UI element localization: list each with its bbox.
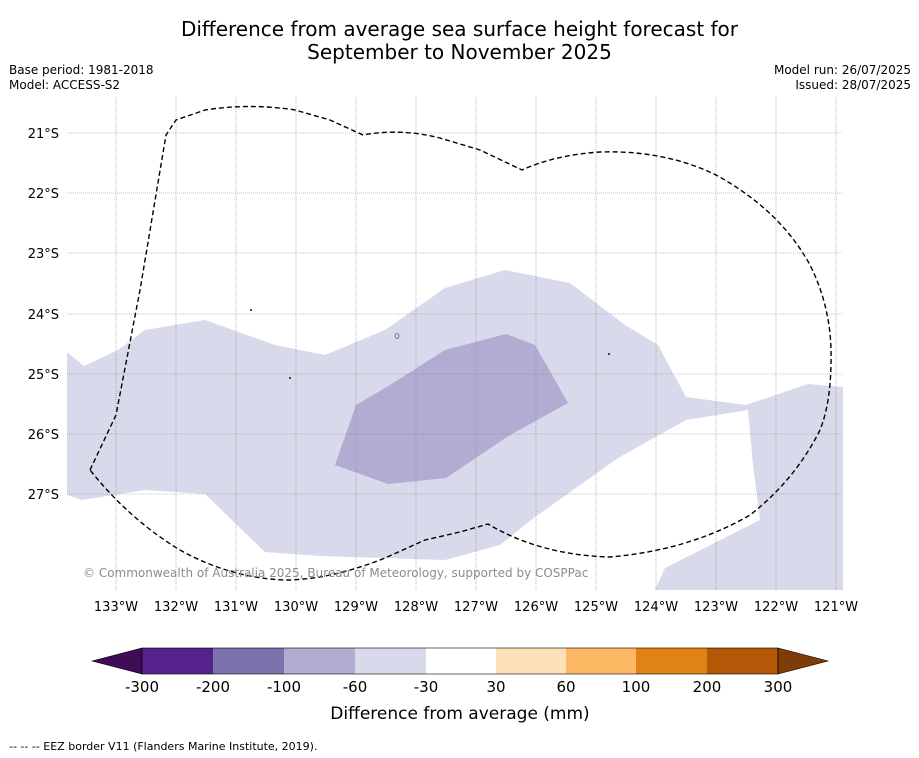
colorbar-tick-label: -300: [125, 678, 159, 696]
lat-label: 24°S: [28, 308, 59, 323]
lat-label: 23°S: [28, 247, 59, 262]
lon-label: 127°W: [454, 600, 498, 615]
lon-label: 130°W: [274, 600, 318, 615]
colorbar-tick-label: -30: [414, 678, 439, 696]
longitude-gridlines: [115, 97, 837, 590]
lon-label: 132°W: [154, 600, 198, 615]
lon-label: 122°W: [754, 600, 798, 615]
colorbar: -300 -200 -100 -60 -30 30 60 100 200 300…: [90, 647, 830, 724]
colorbar-segment: [707, 648, 778, 674]
region-minus-60-100: [335, 334, 568, 484]
lon-label: 125°W: [574, 600, 618, 615]
colorbar-segment: [566, 648, 636, 674]
lon-label: 124°W: [634, 600, 678, 615]
colorbar-extend-low: [90, 647, 143, 675]
colorbar-segment: [496, 648, 566, 674]
colorbar-segment: [284, 648, 355, 674]
copyright-notice: © Commonwealth of Australia 2025, Bureau…: [83, 566, 588, 580]
colorbar-title: Difference from average (mm): [330, 704, 589, 724]
lat-label: 25°S: [28, 368, 59, 383]
colorbar-tick-label: 100: [622, 678, 651, 696]
colorbar-extend-high: [777, 647, 830, 675]
island: [394, 333, 400, 339]
model-run: Model run: 26/07/2025: [773, 63, 911, 77]
colorbar-segment: [355, 648, 426, 674]
colorbar-segment: [636, 648, 707, 674]
colorbar-tick-label: 30: [486, 678, 505, 696]
colorbar-tick-label: -60: [343, 678, 368, 696]
region-minus-30-60-east: [836, 582, 843, 590]
colorbar-tick-label: 200: [693, 678, 722, 696]
latitude-labels: 21°S 22°S 23°S 24°S 25°S 26°S 27°S: [28, 127, 59, 503]
issued-date: Issued: 28/07/2025: [795, 78, 911, 92]
colorbar-tick-label: -200: [196, 678, 230, 696]
lat-label: 26°S: [28, 428, 59, 443]
colorbar-tick-label: 300: [764, 678, 793, 696]
map-title: Difference from average sea surface heig…: [0, 18, 919, 64]
lat-label: 27°S: [28, 488, 59, 503]
colorbar-tick-label: -100: [267, 678, 301, 696]
island: [607, 352, 611, 356]
longitude-labels: 133°W 132°W 131°W 130°W 129°W 128°W 127°…: [94, 600, 858, 615]
colorbar-frame: [141, 647, 779, 675]
lon-label: 121°W: [814, 600, 858, 615]
lon-label: 123°W: [694, 600, 738, 615]
lat-label: 21°S: [28, 127, 59, 142]
colorbar-segment: [142, 648, 213, 674]
colorbar-segment: [426, 648, 496, 674]
colorbar-segment: [213, 648, 284, 674]
meta-left: Base period: 1981-2018 Model: ACCESS-S2: [9, 63, 154, 93]
meta-right: Model run: 26/07/2025 Issued: 28/07/2025: [774, 63, 911, 93]
lon-label: 131°W: [214, 600, 258, 615]
model-name: Model: ACCESS-S2: [9, 78, 121, 92]
anomaly-fill-medium: [335, 334, 568, 484]
lon-label: 128°W: [394, 600, 438, 615]
islands: [249, 308, 611, 380]
island: [249, 308, 253, 312]
island: [288, 376, 292, 380]
lon-label: 133°W: [94, 600, 138, 615]
base-period: Base period: 1981-2018: [9, 63, 154, 77]
colorbar-tick-label: 60: [556, 678, 575, 696]
lat-label: 22°S: [28, 187, 59, 202]
lon-label: 129°W: [334, 600, 378, 615]
lon-label: 126°W: [514, 600, 558, 615]
title-line-2: September to November 2025: [307, 40, 612, 64]
title-line-1: Difference from average sea surface heig…: [180, 17, 739, 41]
eez-footnote: -- -- -- EEZ border V11 (Flanders Marine…: [9, 740, 318, 753]
latitude-gridlines: [67, 132, 843, 495]
eez-border: [89, 105, 832, 581]
